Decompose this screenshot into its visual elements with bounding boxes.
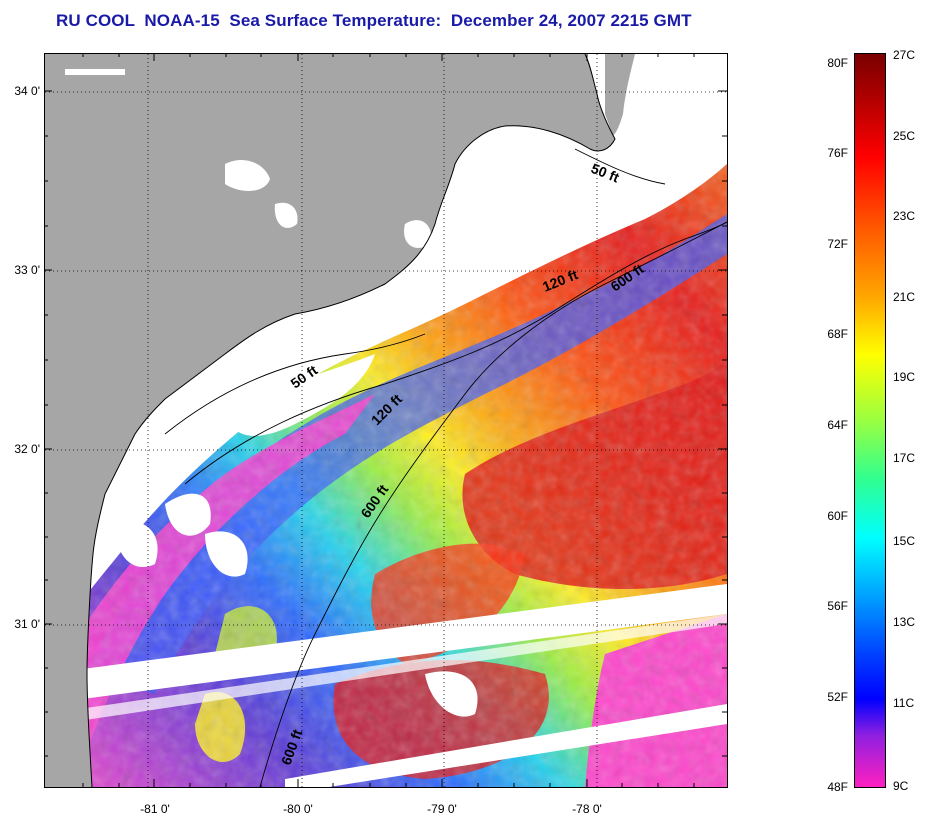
colorbar-label-60f: 60F <box>827 509 848 523</box>
lon-label-78: -78 0' <box>572 802 602 816</box>
colorbar-label-68f: 68F <box>827 327 848 341</box>
lat-label-34: 34 0' <box>14 84 40 98</box>
colorbar-label-76f: 76F <box>827 146 848 160</box>
colorbar-label-17c: 17C <box>893 451 916 465</box>
colorbar-label-72f: 72F <box>827 237 848 251</box>
map-title: RU COOL NOAA-15 Sea Surface Temperature:… <box>56 11 692 30</box>
lat-label-33: 33 0' <box>14 263 40 277</box>
colorbar-label-13c: 13C <box>893 615 916 629</box>
coastline <box>86 54 616 787</box>
land-mass <box>45 54 615 787</box>
inland-clouds <box>65 69 431 248</box>
lat-label-32: 32 0' <box>14 442 40 456</box>
contour-120ft <box>184 221 727 485</box>
colorbar-label-21c: 21C <box>893 290 916 304</box>
lat-label-31: 31 0' <box>14 617 40 631</box>
contour-600ft <box>259 221 727 787</box>
colorbar-label-48f: 48F <box>827 780 848 794</box>
sst-map: 50 ft 50 ft 120 ft 120 ft 600 ft 600 ft … <box>44 53 728 788</box>
land-outer-banks <box>605 54 635 136</box>
colorbar-label-25c: 25C <box>893 129 916 143</box>
bathymetry-contours <box>164 148 727 787</box>
colorbar <box>854 53 886 788</box>
contour-50ft <box>164 333 426 435</box>
colorbar-label-19c: 19C <box>893 370 916 384</box>
lon-label-81: -81 0' <box>140 802 170 816</box>
sst-map-canvas: 50 ft 50 ft 120 ft 120 ft 600 ft 600 ft … <box>45 54 727 787</box>
swath-gaps <box>45 584 727 787</box>
colorbar-label-15c: 15C <box>893 534 916 548</box>
colorbar-label-11c: 11C <box>893 696 915 710</box>
lon-label-80: -80 0' <box>283 802 313 816</box>
cloud-patches <box>115 354 478 717</box>
colorbar-label-52f: 52F <box>827 690 848 704</box>
colorbar-label-23c: 23C <box>893 209 916 223</box>
colorbar-label-27c: 27C <box>893 48 916 62</box>
colorbar-label-80f: 80F <box>827 56 848 70</box>
colorbar-label-56f: 56F <box>827 599 848 613</box>
contour-50ft-north <box>574 148 666 185</box>
colorbar-label-64f: 64F <box>827 418 848 432</box>
graticule <box>45 54 727 787</box>
colorbar-label-9c: 9C <box>893 779 909 793</box>
lon-label-79: -79 0' <box>427 802 457 816</box>
